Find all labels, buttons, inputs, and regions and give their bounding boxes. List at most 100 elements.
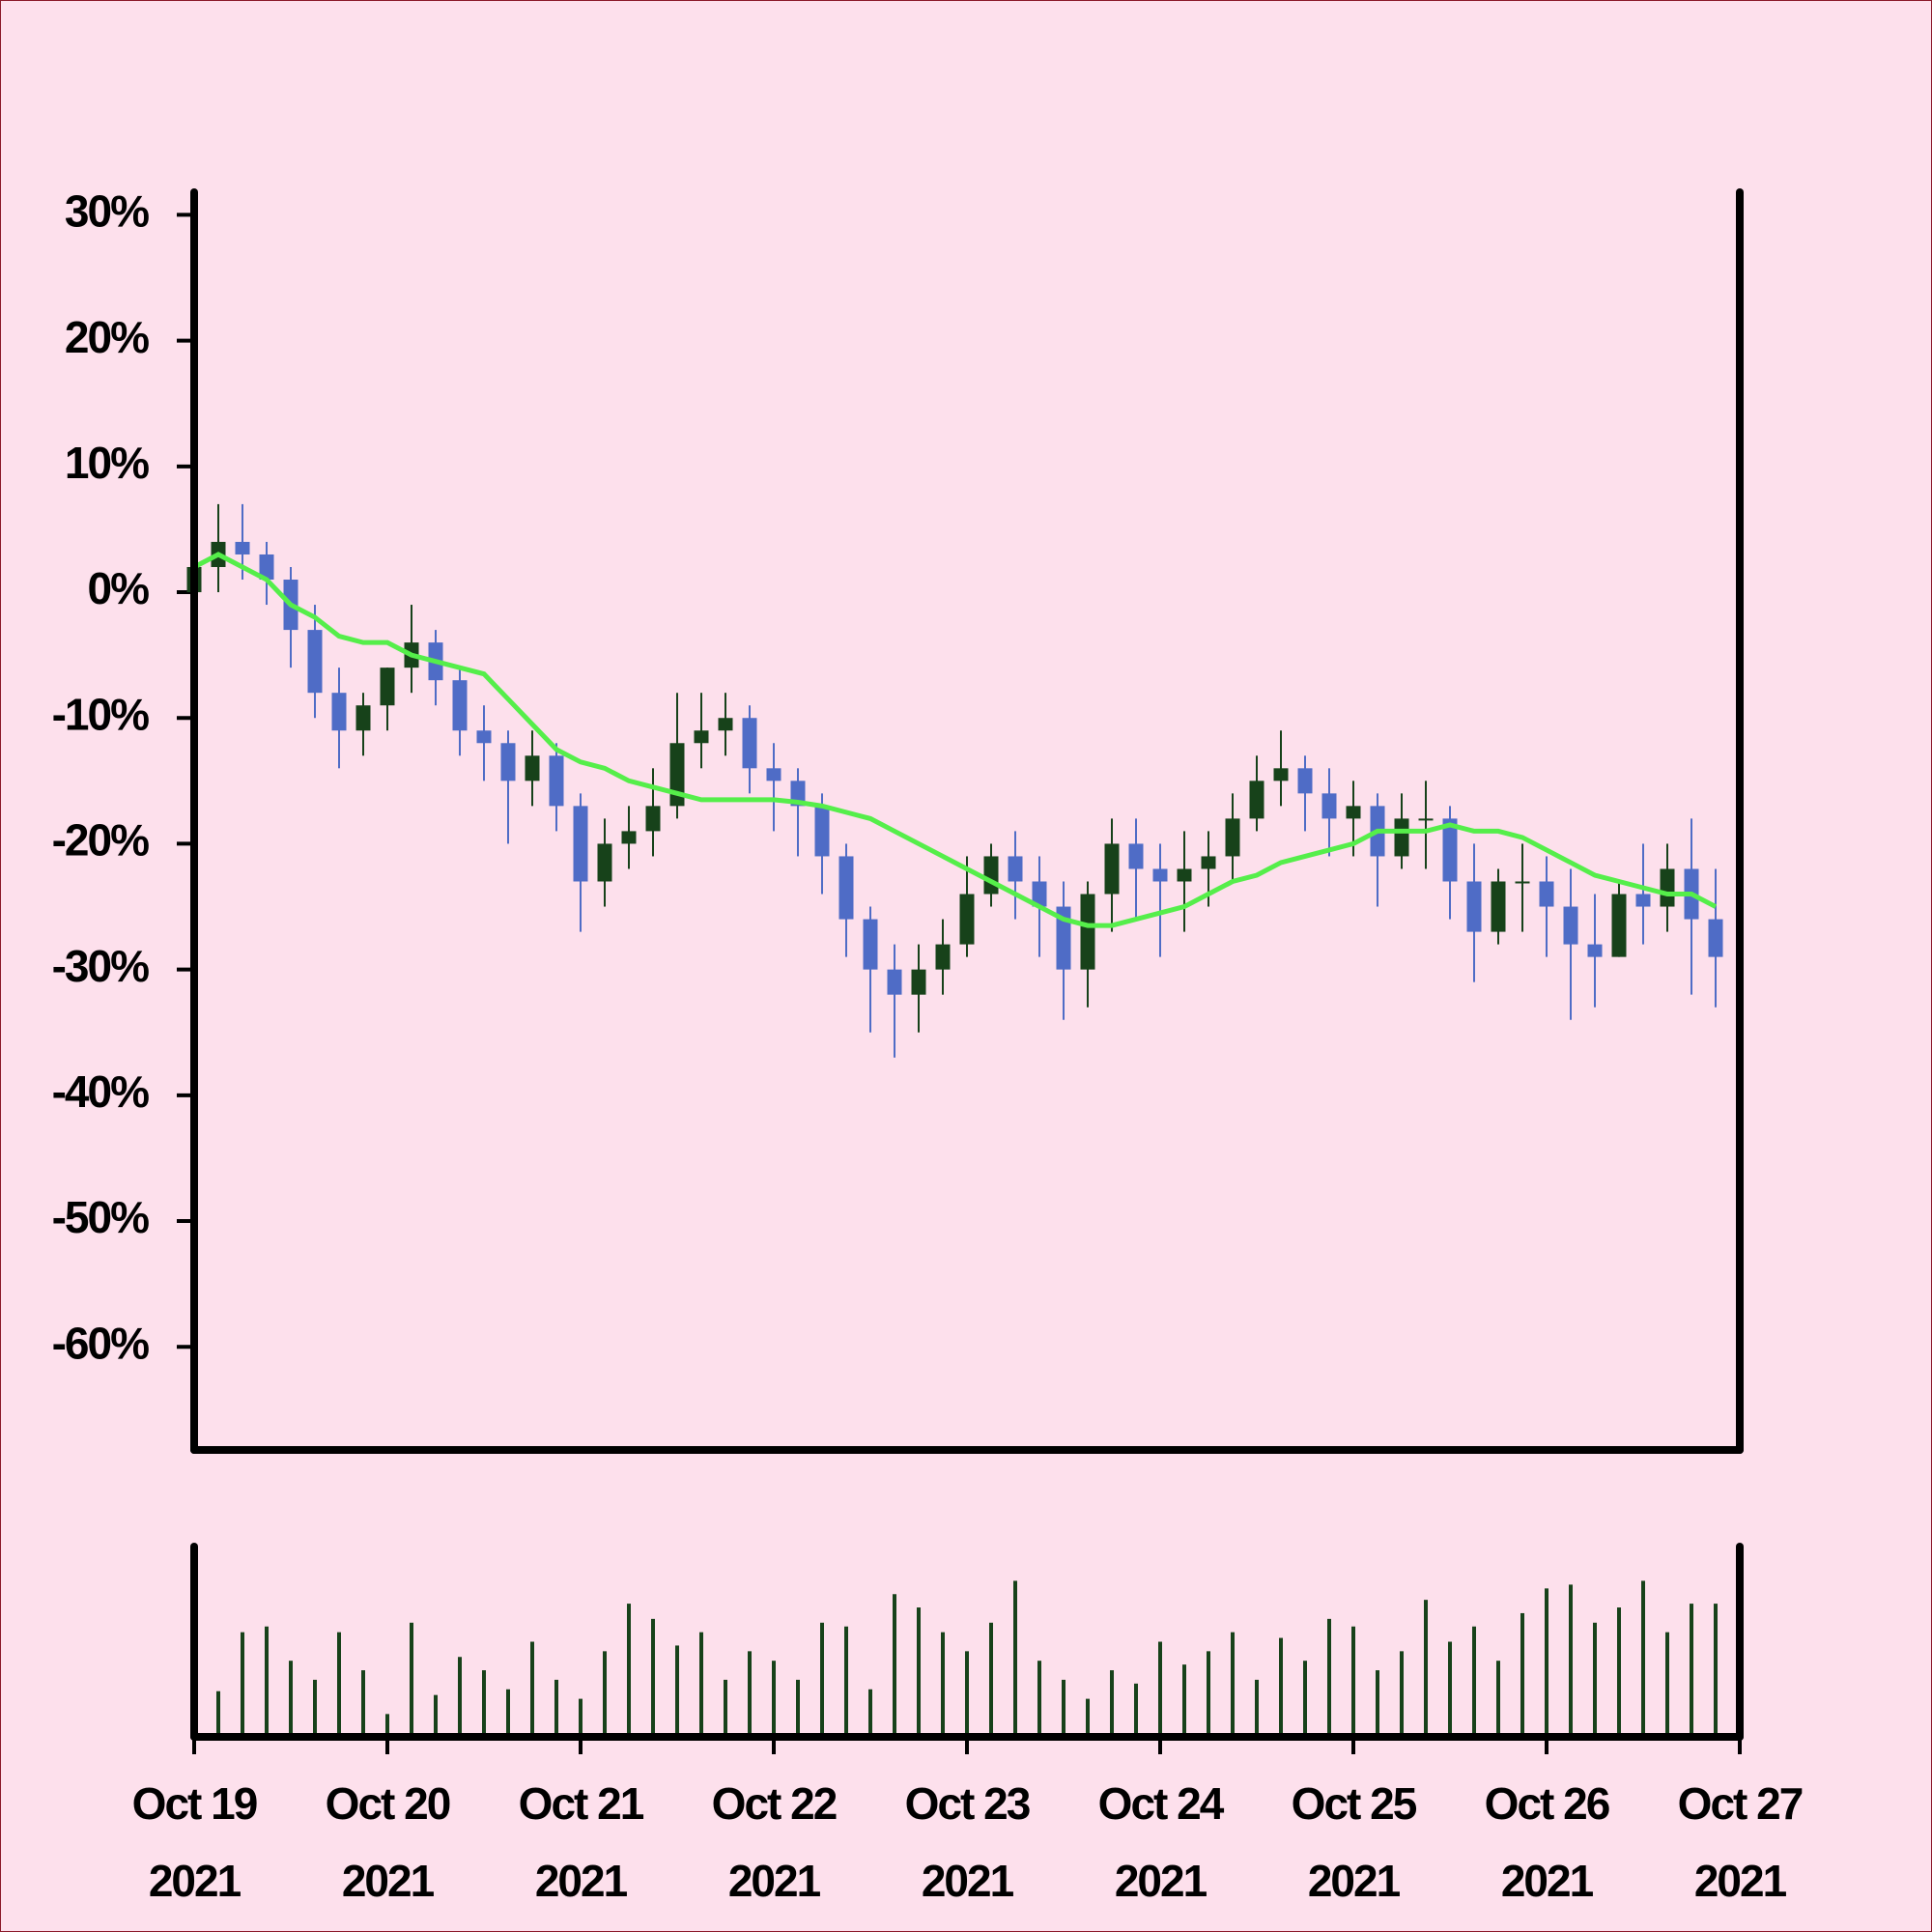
volume-bar [1520,1612,1524,1737]
volume-bar [675,1645,679,1737]
x-tick-label: Oct 25 2021 [1291,1778,1418,1906]
candle-body [1177,868,1192,882]
volume-bar [941,1632,945,1737]
volume-bar [410,1622,413,1737]
x-tick-label: Oct 23 2021 [904,1778,1032,1906]
candle-body [1563,906,1578,945]
candle-body [380,668,395,706]
volume-bar [1037,1661,1041,1737]
y-tick-label: -20% [52,815,149,866]
volume-bar [1207,1651,1210,1737]
candle-body [1152,868,1168,882]
y-tick-label: 20% [65,312,149,362]
volume-bar [844,1626,848,1737]
volume-bar [1690,1604,1693,1737]
candle-body [1128,843,1144,869]
volume-bar [1231,1632,1235,1737]
volume-bar [1641,1580,1645,1737]
candle-body [1394,818,1409,857]
x-tick-label: Oct 27 2021 [1677,1778,1804,1906]
volume-bar [385,1714,389,1737]
volume-bar [1255,1679,1259,1737]
y-tick-label: -60% [52,1318,149,1368]
candle-body [694,730,709,744]
volume-bar [1086,1698,1090,1737]
volume-bar [1400,1651,1404,1737]
candle-body [235,541,250,554]
x-tick-label: Oct 26 2021 [1484,1778,1611,1906]
candle-body [887,969,902,995]
volume-bar [1714,1604,1718,1737]
volume-bar [1569,1584,1573,1737]
volume-bar [1158,1641,1162,1737]
candle-body [718,718,733,731]
y-tick-label: 30% [65,186,149,237]
candle-body [1418,818,1434,821]
candle-body [838,856,854,920]
volume-bar [1424,1600,1428,1737]
volume-bar [893,1594,896,1737]
volume-bar [1545,1588,1548,1737]
volume-bar [1110,1670,1114,1737]
volume-bar [1327,1618,1331,1737]
volume-bar [265,1626,269,1737]
volume-bar [603,1651,607,1737]
candle-body [911,969,926,995]
volume-bar [506,1689,510,1737]
volume-bar [1013,1580,1017,1737]
volume-bar [1496,1661,1500,1737]
volume-bar [917,1607,921,1737]
volume-bar [965,1651,969,1737]
volume-bar [1279,1637,1283,1737]
candle-body [1346,806,1361,819]
candle-body [959,894,975,945]
candle-body [814,806,830,857]
volume-bar [1617,1607,1621,1737]
candle-body [1708,919,1723,957]
volume-bar [530,1641,534,1737]
y-tick-label: -40% [52,1066,149,1117]
volume-bar [1351,1626,1355,1737]
candle-body [1321,793,1337,819]
candle-body [525,755,540,781]
volume-bar [434,1694,438,1737]
candle-body [1032,881,1047,907]
volume-bar [820,1622,824,1737]
candle-body [259,554,274,581]
volume-bar [1182,1664,1186,1737]
candle-body [307,630,323,694]
x-tick-label: Oct 22 2021 [711,1778,838,1906]
volume-bar [289,1661,293,1737]
volume-bar [554,1679,558,1737]
volume-bar [361,1670,365,1737]
x-tick-label: Oct 19 2021 [131,1778,259,1906]
y-tick-label: -30% [52,941,149,991]
candle-body [1466,881,1482,932]
candle-body [331,693,347,731]
candle-body [1297,768,1313,794]
moving-average [192,552,1718,928]
candle-body [1080,894,1095,970]
candle-body [1635,894,1651,907]
volume-bar [1665,1632,1669,1737]
y-tick-label: -10% [52,689,149,739]
candle-body [355,705,371,731]
y-tick-label: 0% [88,563,150,613]
volume-bar [651,1618,655,1737]
candle-body [742,718,757,769]
candle-body [935,944,951,970]
candle-body [645,806,661,832]
candle-body [1225,818,1240,857]
volume-bar [1472,1626,1476,1737]
volume-bar [868,1689,872,1737]
volume-bar [1376,1670,1379,1737]
candle-body [1201,856,1216,869]
volume-bar [989,1622,993,1737]
volume-bar [724,1679,727,1737]
candle-body [766,768,781,781]
volume-bar [1134,1683,1138,1737]
candle-body [1491,881,1506,932]
candle-body [597,843,612,882]
